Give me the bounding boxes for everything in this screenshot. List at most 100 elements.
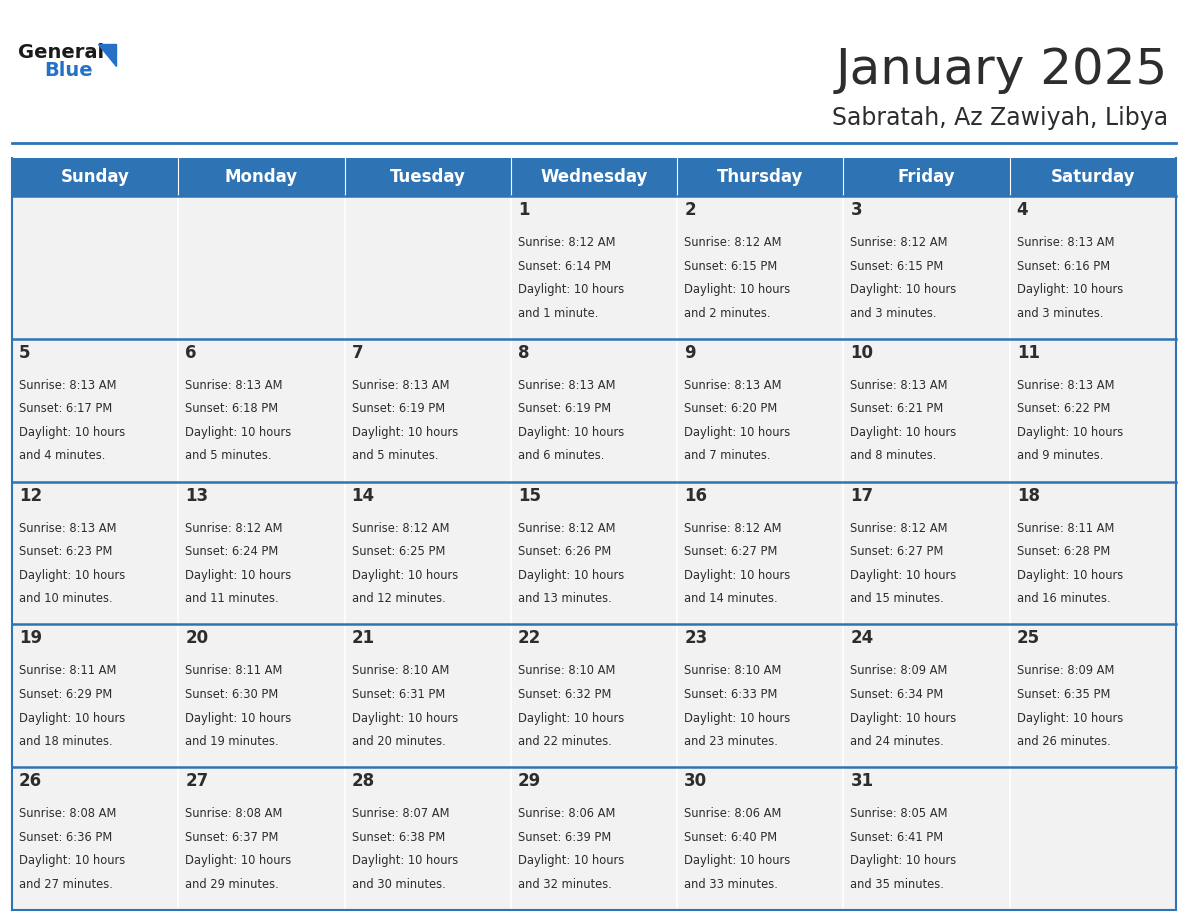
Text: and 29 minutes.: and 29 minutes. — [185, 878, 279, 890]
Text: Daylight: 10 hours: Daylight: 10 hours — [1017, 711, 1123, 724]
Text: Sunset: 6:24 PM: Sunset: 6:24 PM — [185, 545, 278, 558]
Text: Daylight: 10 hours: Daylight: 10 hours — [851, 283, 956, 297]
Text: 21: 21 — [352, 630, 374, 647]
Text: Sunset: 6:15 PM: Sunset: 6:15 PM — [684, 260, 777, 273]
Text: Daylight: 10 hours: Daylight: 10 hours — [851, 426, 956, 439]
Text: Daylight: 10 hours: Daylight: 10 hours — [1017, 283, 1123, 297]
Text: Sunrise: 8:08 AM: Sunrise: 8:08 AM — [19, 807, 116, 820]
Text: Sunrise: 8:12 AM: Sunrise: 8:12 AM — [851, 236, 948, 249]
Bar — [843, 767, 1010, 910]
Text: Daylight: 10 hours: Daylight: 10 hours — [851, 711, 956, 724]
Text: Daylight: 10 hours: Daylight: 10 hours — [185, 711, 291, 724]
Text: and 3 minutes.: and 3 minutes. — [1017, 307, 1104, 319]
Text: Daylight: 10 hours: Daylight: 10 hours — [851, 855, 956, 868]
Bar — [12, 339, 178, 482]
Text: and 7 minutes.: and 7 minutes. — [684, 450, 771, 463]
Text: Daylight: 10 hours: Daylight: 10 hours — [185, 426, 291, 439]
Bar — [345, 339, 511, 482]
Text: and 2 minutes.: and 2 minutes. — [684, 307, 771, 319]
Text: and 14 minutes.: and 14 minutes. — [684, 592, 778, 605]
Text: Sunset: 6:36 PM: Sunset: 6:36 PM — [19, 831, 112, 844]
Bar — [178, 624, 345, 767]
Text: Daylight: 10 hours: Daylight: 10 hours — [352, 711, 457, 724]
Text: Sunset: 6:18 PM: Sunset: 6:18 PM — [185, 402, 278, 415]
Text: Daylight: 10 hours: Daylight: 10 hours — [352, 855, 457, 868]
Text: 24: 24 — [851, 630, 873, 647]
Text: Wednesday: Wednesday — [541, 168, 647, 186]
Text: Daylight: 10 hours: Daylight: 10 hours — [518, 426, 624, 439]
Text: and 16 minutes.: and 16 minutes. — [1017, 592, 1111, 605]
Text: 18: 18 — [1017, 487, 1040, 505]
Text: and 33 minutes.: and 33 minutes. — [684, 878, 778, 890]
Bar — [677, 624, 843, 767]
Bar — [178, 482, 345, 624]
Text: Daylight: 10 hours: Daylight: 10 hours — [352, 569, 457, 582]
Text: Sunrise: 8:13 AM: Sunrise: 8:13 AM — [851, 379, 948, 392]
Text: and 32 minutes.: and 32 minutes. — [518, 878, 612, 890]
Text: Sunset: 6:23 PM: Sunset: 6:23 PM — [19, 545, 113, 558]
Text: Sunset: 6:29 PM: Sunset: 6:29 PM — [19, 688, 112, 701]
Bar — [12, 624, 178, 767]
Text: Sunset: 6:14 PM: Sunset: 6:14 PM — [518, 260, 611, 273]
Text: 8: 8 — [518, 344, 530, 362]
Text: 2: 2 — [684, 201, 696, 219]
Bar — [511, 196, 677, 339]
Bar — [677, 196, 843, 339]
Bar — [511, 624, 677, 767]
Text: Sunset: 6:27 PM: Sunset: 6:27 PM — [684, 545, 777, 558]
Bar — [511, 767, 677, 910]
Text: and 5 minutes.: and 5 minutes. — [352, 450, 438, 463]
Text: Sunset: 6:17 PM: Sunset: 6:17 PM — [19, 402, 112, 415]
Bar — [345, 482, 511, 624]
Text: Sunrise: 8:13 AM: Sunrise: 8:13 AM — [185, 379, 283, 392]
Text: and 24 minutes.: and 24 minutes. — [851, 735, 944, 748]
Text: Daylight: 10 hours: Daylight: 10 hours — [1017, 426, 1123, 439]
Text: Sunset: 6:27 PM: Sunset: 6:27 PM — [851, 545, 943, 558]
Bar — [677, 339, 843, 482]
Text: Sunrise: 8:05 AM: Sunrise: 8:05 AM — [851, 807, 948, 820]
Text: Monday: Monday — [225, 168, 298, 186]
Text: Daylight: 10 hours: Daylight: 10 hours — [185, 569, 291, 582]
Text: Sunset: 6:34 PM: Sunset: 6:34 PM — [851, 688, 943, 701]
Bar — [843, 339, 1010, 482]
Text: Sunset: 6:39 PM: Sunset: 6:39 PM — [518, 831, 611, 844]
Text: 28: 28 — [352, 772, 374, 790]
Bar — [12, 482, 178, 624]
Text: 7: 7 — [352, 344, 364, 362]
Text: Daylight: 10 hours: Daylight: 10 hours — [518, 569, 624, 582]
Text: Sunrise: 8:08 AM: Sunrise: 8:08 AM — [185, 807, 283, 820]
Text: Sunrise: 8:13 AM: Sunrise: 8:13 AM — [19, 379, 116, 392]
Text: Daylight: 10 hours: Daylight: 10 hours — [185, 855, 291, 868]
Text: and 23 minutes.: and 23 minutes. — [684, 735, 778, 748]
Text: Sunset: 6:33 PM: Sunset: 6:33 PM — [684, 688, 777, 701]
Text: Sunset: 6:21 PM: Sunset: 6:21 PM — [851, 402, 943, 415]
Text: and 9 minutes.: and 9 minutes. — [1017, 450, 1104, 463]
Text: Daylight: 10 hours: Daylight: 10 hours — [19, 426, 125, 439]
Text: Daylight: 10 hours: Daylight: 10 hours — [352, 426, 457, 439]
Text: Daylight: 10 hours: Daylight: 10 hours — [19, 569, 125, 582]
Text: 9: 9 — [684, 344, 696, 362]
Text: 14: 14 — [352, 487, 374, 505]
Text: Saturday: Saturday — [1050, 168, 1135, 186]
Text: Sunset: 6:38 PM: Sunset: 6:38 PM — [352, 831, 444, 844]
Text: Sunset: 6:41 PM: Sunset: 6:41 PM — [851, 831, 943, 844]
Text: General: General — [18, 42, 105, 62]
Text: and 10 minutes.: and 10 minutes. — [19, 592, 113, 605]
Text: and 18 minutes.: and 18 minutes. — [19, 735, 113, 748]
Text: and 35 minutes.: and 35 minutes. — [851, 878, 944, 890]
Text: Sunrise: 8:12 AM: Sunrise: 8:12 AM — [352, 521, 449, 534]
Text: Sunrise: 8:13 AM: Sunrise: 8:13 AM — [684, 379, 782, 392]
Text: and 19 minutes.: and 19 minutes. — [185, 735, 279, 748]
Text: Sunrise: 8:12 AM: Sunrise: 8:12 AM — [185, 521, 283, 534]
Bar — [1010, 624, 1176, 767]
Text: Sunrise: 8:09 AM: Sunrise: 8:09 AM — [1017, 665, 1114, 677]
Text: Daylight: 10 hours: Daylight: 10 hours — [684, 569, 790, 582]
Text: and 22 minutes.: and 22 minutes. — [518, 735, 612, 748]
Text: Sunrise: 8:13 AM: Sunrise: 8:13 AM — [1017, 236, 1114, 249]
Text: 12: 12 — [19, 487, 42, 505]
Polygon shape — [97, 44, 116, 66]
Text: Sunset: 6:19 PM: Sunset: 6:19 PM — [518, 402, 611, 415]
Bar — [677, 482, 843, 624]
Text: Daylight: 10 hours: Daylight: 10 hours — [1017, 569, 1123, 582]
Text: Sunrise: 8:12 AM: Sunrise: 8:12 AM — [518, 521, 615, 534]
